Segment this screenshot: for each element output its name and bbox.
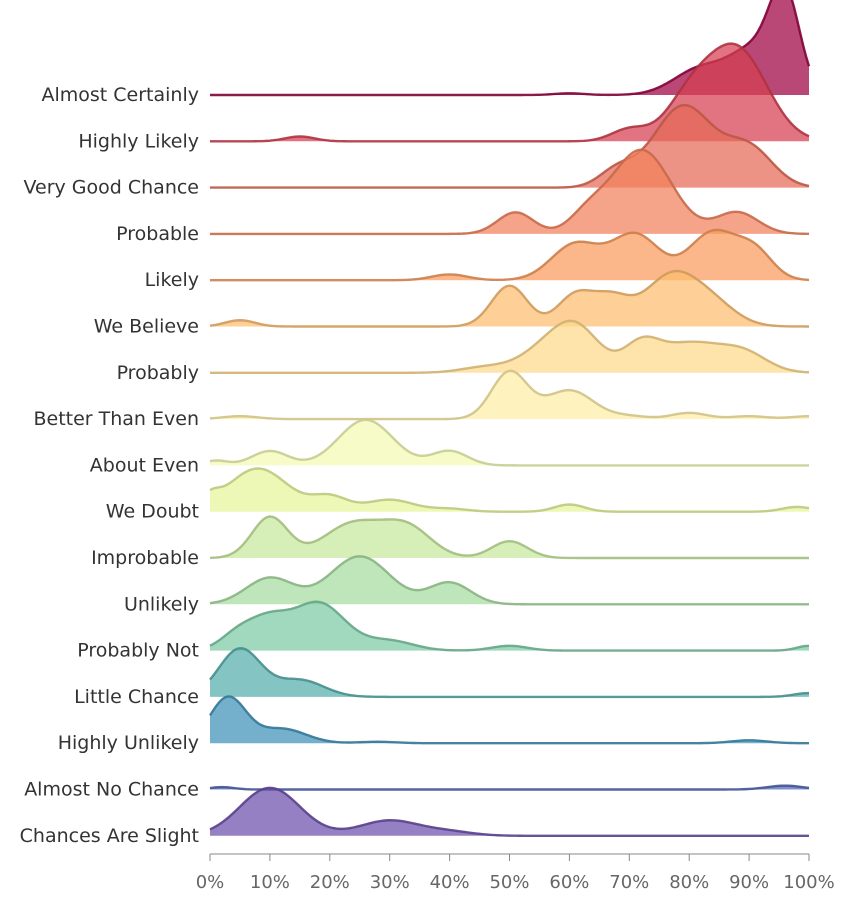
y-label-unlikely: Unlikely	[124, 593, 199, 615]
ridge-highly-likely	[210, 42, 810, 143]
ridge-line-highly-unlikely	[208, 695, 810, 745]
x-tick-label-0: 0%	[196, 872, 225, 893]
y-label-likely: Likely	[145, 269, 199, 291]
ridge-almost-no-chance	[209, 784, 810, 791]
y-label-highly-likely: Highly Likely	[78, 130, 199, 152]
ridge-area-unlikely	[210, 556, 809, 605]
x-tick-label-90: 90%	[729, 872, 769, 893]
ridge-we-believe	[209, 269, 809, 328]
y-label-chances-are-slight: Chances Are Slight	[20, 825, 199, 847]
ridge-line-about-even	[209, 418, 809, 467]
ridge-line-very-good-chance	[210, 103, 810, 189]
y-label-probably-not: Probably Not	[77, 640, 199, 662]
ridge-line-likely	[210, 228, 810, 282]
ridge-probable	[210, 148, 810, 236]
ridge-probably	[210, 319, 810, 374]
x-tick-label-100: 100%	[783, 872, 834, 893]
y-label-probably: Probably	[117, 362, 199, 384]
y-label-we-believe: We Believe	[94, 316, 199, 338]
ridge-line-highly-likely	[210, 42, 810, 143]
y-label-almost-certainly: Almost Certainly	[41, 84, 199, 106]
x-tick-label-70: 70%	[609, 872, 649, 893]
ridge-area-probably	[210, 320, 809, 373]
y-label-very-good-chance: Very Good Chance	[23, 177, 199, 199]
ridge-line-almost-no-chance	[209, 784, 810, 791]
ridge-area-improbable	[210, 516, 809, 558]
ridge-area-highly-unlikely	[210, 696, 809, 744]
ridge-line-probably	[210, 319, 810, 374]
ridge-improbable	[209, 515, 809, 560]
ridge-area-better-than-even	[210, 370, 809, 420]
ridge-area-little-chance	[210, 648, 809, 697]
ridge-likely	[210, 228, 810, 282]
x-tick-label-50: 50%	[489, 872, 529, 893]
x-axis: 0% 10% 20% 30% 40% 50% 60% 70% 80% 90% 100%	[196, 853, 835, 893]
ridge-area-we-doubt	[210, 468, 809, 512]
y-label-better-than-even: Better Than Even	[33, 408, 199, 430]
ridge-line-unlikely	[209, 555, 809, 606]
ridge-probably-not	[209, 600, 810, 652]
ridge-line-probable	[210, 148, 810, 236]
ridge-line-we-believe	[209, 269, 809, 328]
ridge-area-we-believe	[210, 271, 809, 327]
y-label-probable: Probable	[116, 223, 199, 245]
ridge-area-about-even	[210, 419, 809, 466]
ridge-area-highly-likely	[210, 43, 809, 142]
ridge-chances-are-slight	[209, 786, 809, 837]
x-tick-label-20: 20%	[310, 872, 350, 893]
x-tick-label-30: 30%	[370, 872, 410, 893]
ridge-line-chances-are-slight	[209, 786, 809, 837]
ridge-line-probably-not	[209, 600, 810, 652]
ridge-area-probably-not	[210, 601, 809, 651]
ridge-we-doubt	[209, 467, 810, 513]
y-label-improbable: Improbable	[91, 547, 199, 569]
ridge-area-probable	[210, 149, 809, 234]
x-tick-label-80: 80%	[669, 872, 709, 893]
ridge-better-than-even	[209, 369, 810, 421]
ridge-highly-unlikely	[208, 695, 810, 745]
ridge-area-chances-are-slight	[210, 787, 809, 836]
x-tick-label-10: 10%	[250, 872, 290, 893]
y-axis-labels: Almost Certainly Highly Likely Very Good C…	[20, 84, 199, 847]
ridge-line-we-doubt	[209, 467, 810, 513]
ridge-line-better-than-even	[209, 369, 810, 421]
y-label-little-chance: Little Chance	[74, 686, 199, 708]
y-label-we-doubt: We Doubt	[106, 501, 199, 523]
y-label-almost-no-chance: Almost No Chance	[24, 779, 199, 801]
ridge-line-improbable	[209, 515, 809, 560]
ridge-area-likely	[210, 229, 809, 281]
x-tick-label-40: 40%	[430, 872, 470, 893]
ridge-about-even	[209, 418, 809, 467]
x-tick-label-60: 60%	[549, 872, 589, 893]
y-label-highly-unlikely: Highly Unlikely	[58, 732, 199, 754]
ridges-group	[208, 0, 811, 837]
ridge-little-chance	[209, 646, 810, 699]
ridge-line-little-chance	[209, 646, 810, 699]
ridge-unlikely	[209, 555, 809, 606]
y-label-about-even: About Even	[90, 454, 199, 476]
